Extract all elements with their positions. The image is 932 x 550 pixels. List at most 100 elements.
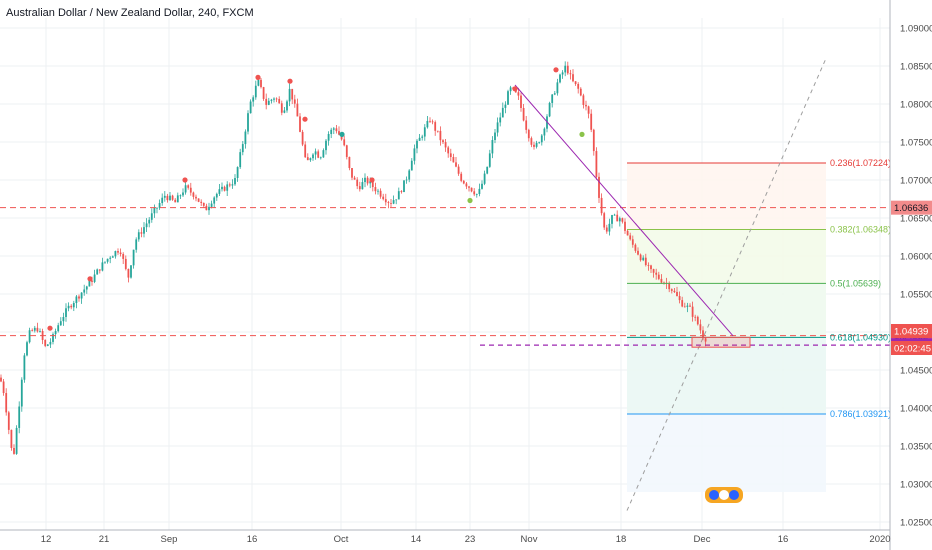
chart-title: Australian Dollar / New Zealand Dollar, … bbox=[6, 7, 254, 19]
x-tick-label: Sep bbox=[161, 534, 178, 545]
candle-body bbox=[447, 147, 450, 154]
candle-body bbox=[371, 181, 374, 188]
fib-level-label: 0.236(1.07224) bbox=[830, 158, 891, 168]
candle-body bbox=[13, 447, 15, 454]
candle-body bbox=[15, 427, 18, 454]
candle-body bbox=[247, 113, 249, 132]
candle-body bbox=[673, 290, 676, 293]
candle-body bbox=[561, 72, 564, 75]
candle-body bbox=[683, 306, 686, 308]
fib-zone bbox=[627, 337, 826, 415]
candle-body bbox=[70, 305, 73, 308]
candle-body bbox=[317, 151, 320, 158]
candle-body bbox=[530, 138, 533, 145]
candle-body bbox=[98, 269, 101, 271]
candle-body bbox=[101, 262, 104, 271]
candle-body bbox=[392, 200, 395, 204]
candle-body bbox=[192, 192, 195, 197]
candle-body bbox=[195, 196, 197, 199]
price-axis[interactable]: 1.09000 1.08500 1.08000 1.07500 1.07000 1.065… bbox=[889, 0, 932, 550]
overlay-lines: 0.236(1.07224) 0.382(1.06348) 0.5(1.05639)… bbox=[0, 58, 905, 511]
candle-body bbox=[78, 296, 80, 299]
candle-body bbox=[80, 292, 83, 299]
candle-body bbox=[408, 170, 411, 180]
candle-body bbox=[496, 122, 499, 133]
candle-body bbox=[605, 227, 608, 232]
candle-body bbox=[621, 218, 624, 222]
candle-body bbox=[416, 140, 418, 149]
candle-body bbox=[704, 338, 707, 342]
candle-body bbox=[111, 256, 114, 258]
candles bbox=[0, 61, 707, 455]
candle-body bbox=[221, 186, 223, 190]
candle-body bbox=[161, 197, 164, 204]
candle-body bbox=[444, 142, 447, 148]
candle-body bbox=[226, 184, 229, 191]
y-tick-label: 1.08000 bbox=[900, 100, 932, 111]
candle-body bbox=[540, 135, 543, 143]
candle-body bbox=[241, 144, 244, 153]
candle-body bbox=[590, 113, 593, 130]
candle-body bbox=[130, 265, 132, 278]
candle-body bbox=[171, 195, 174, 200]
candle-body bbox=[156, 207, 158, 209]
candle-body bbox=[369, 181, 372, 184]
candle-body bbox=[452, 157, 455, 163]
candle-body bbox=[2, 381, 5, 394]
y-tick-label: 1.07000 bbox=[900, 176, 932, 187]
candle-body bbox=[187, 185, 190, 188]
candle-body bbox=[340, 134, 343, 140]
price-badge-label: 1.06636 bbox=[894, 203, 928, 214]
y-tick-label: 1.03000 bbox=[900, 480, 932, 491]
candle-body bbox=[122, 254, 125, 259]
candle-body bbox=[189, 187, 192, 193]
candle-body bbox=[109, 257, 112, 259]
candle-body bbox=[114, 251, 117, 257]
candle-body bbox=[566, 65, 569, 74]
candle-body bbox=[5, 393, 8, 413]
fib-zones bbox=[627, 162, 826, 492]
candle-body bbox=[351, 168, 353, 178]
candle-body bbox=[301, 131, 304, 145]
candle-body bbox=[234, 178, 236, 185]
candle-body bbox=[312, 154, 314, 159]
candle-body bbox=[631, 239, 634, 245]
candle-body bbox=[10, 429, 13, 448]
candle-body bbox=[117, 251, 119, 253]
candle-body bbox=[377, 190, 379, 192]
candle-body bbox=[23, 355, 26, 380]
candle-body bbox=[236, 167, 239, 179]
candle-body bbox=[470, 187, 473, 192]
candle-body bbox=[176, 195, 179, 203]
time-axis[interactable]: 12 21 Sep 16 Oct 14 23 Nov 18 Dec 16 2020 bbox=[0, 529, 891, 545]
candle-body bbox=[39, 331, 41, 332]
candle-body bbox=[91, 280, 93, 282]
candle-body bbox=[486, 166, 489, 174]
candle-body bbox=[104, 261, 106, 263]
candle-body bbox=[353, 177, 356, 180]
fib-level-label: 0.786(1.03921) bbox=[830, 409, 891, 419]
candle-body bbox=[88, 280, 91, 287]
candle-body bbox=[577, 84, 580, 89]
candle-body bbox=[299, 116, 301, 132]
candle-body bbox=[579, 88, 582, 96]
x-tick-label: 12 bbox=[41, 534, 52, 545]
fib-zone bbox=[627, 283, 826, 338]
candle-body bbox=[468, 186, 470, 188]
candle-body bbox=[288, 88, 291, 102]
candle-body bbox=[611, 215, 613, 224]
candle-body bbox=[473, 191, 476, 195]
candle-body bbox=[543, 128, 546, 136]
candle-body bbox=[306, 157, 309, 161]
signal-dot-icon bbox=[339, 131, 345, 137]
candle-body bbox=[33, 327, 36, 331]
candle-body bbox=[608, 223, 611, 232]
candle-body bbox=[598, 176, 600, 198]
candle-body bbox=[681, 300, 684, 307]
candle-body bbox=[439, 130, 442, 141]
candle-body bbox=[670, 289, 673, 291]
candle-body bbox=[655, 272, 658, 275]
candle-body bbox=[174, 199, 177, 203]
candle-body bbox=[325, 140, 327, 151]
